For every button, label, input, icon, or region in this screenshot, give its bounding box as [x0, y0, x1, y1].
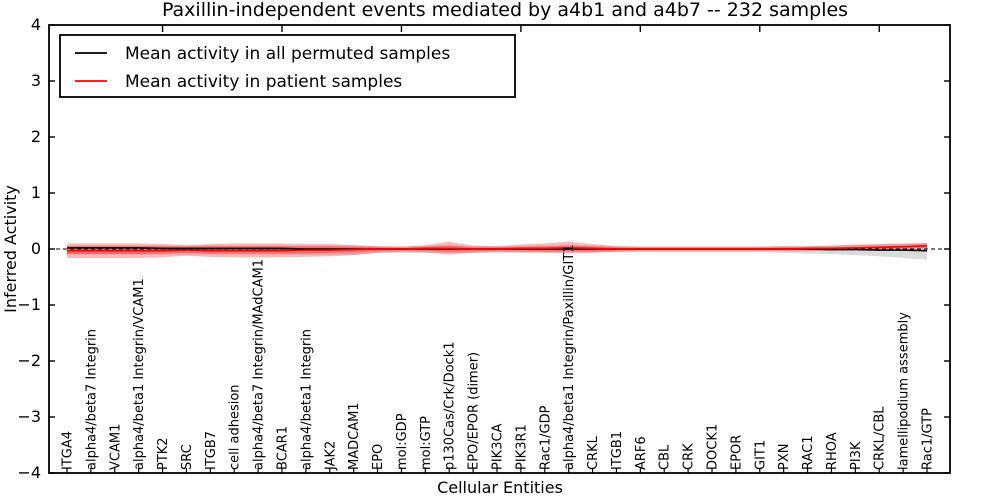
- x-tick-label: PXN: [777, 444, 792, 470]
- plot-area: −4 −3 −2 −1 0 1 2 3 4 ITGA4 alpha4/beta7 Integrin V…: [17, 15, 951, 482]
- x-tick-label: cell adhesion: [228, 384, 243, 470]
- y-tick-label: 4: [31, 15, 41, 34]
- x-tick-label: EPO/EPOR (dimer): [467, 352, 482, 470]
- x-tick-label: Rac1/GDP: [538, 405, 553, 470]
- x-tick-label: CRKL/CBL: [873, 406, 888, 470]
- x-axis-label: Cellular Entities: [437, 478, 563, 497]
- x-tick-label: mol:GTP: [419, 416, 434, 470]
- y-tick-label: 1: [31, 183, 41, 202]
- y-tick-label: −2: [17, 351, 41, 370]
- x-tick-label: Rac1/GTP: [921, 408, 936, 470]
- x-tick-label: alpha4/beta1 Integrin: [299, 329, 314, 470]
- x-tick-label: PI3K: [849, 441, 864, 470]
- x-tick-label: EPOR: [729, 435, 744, 470]
- x-tick-label: alpha4/beta7 Integrin: [84, 329, 99, 470]
- y-tick-label: 2: [31, 127, 41, 146]
- y-tick-label: −3: [17, 407, 41, 426]
- legend-box: [59, 34, 516, 98]
- x-tick-label: ITGB7: [204, 431, 219, 470]
- x-tick-label: ITGB1: [610, 431, 625, 470]
- x-tick-label: BCAR1: [276, 426, 291, 470]
- band-permuted-sample-range: [67, 243, 927, 260]
- y-tick-label: 0: [31, 239, 41, 258]
- y-axis-label: Inferred Activity: [1, 185, 20, 313]
- x-tick-label: ARF6: [634, 436, 649, 470]
- y-tick-label: 3: [31, 71, 41, 90]
- x-tick-label: mol:GDP: [395, 413, 410, 470]
- x-tick-label: VCAM1: [108, 424, 123, 470]
- x-tick-label: EPO: [371, 444, 386, 470]
- x-tick-label: DOCK1: [706, 424, 721, 470]
- x-tick-label: PIK3CA: [491, 423, 506, 470]
- x-tick-label: alpha4/beta1 Integrin/VCAM1: [132, 278, 147, 470]
- x-tick-label: JAK2: [323, 441, 338, 471]
- x-tick-label: RHOA: [825, 432, 840, 470]
- legend-label-permuted: Mean activity in all permuted samples: [125, 44, 450, 64]
- x-tick-label: lamellipodium assembly: [897, 312, 912, 470]
- series-line-patient: [67, 244, 928, 252]
- x-tick-label: p130Cas/Crk/Dock1: [443, 341, 458, 470]
- x-tick-label: RAC1: [801, 435, 816, 470]
- chart-title: Paxillin-independent events mediated by …: [162, 0, 848, 21]
- x-tick-label: MADCAM1: [347, 402, 362, 470]
- y-tick-label: −4: [17, 463, 41, 482]
- x-tick-label: CRKL: [586, 435, 601, 470]
- legend: Mean activity in all permuted samples Me…: [59, 34, 516, 98]
- x-tick-label: CRK: [682, 443, 697, 470]
- x-tick-label: PIK3R1: [514, 424, 529, 470]
- x-tick-label: alpha4/beta7 Integrin/MAdCAM1: [252, 259, 267, 470]
- x-tick-label: GIT1: [753, 440, 768, 470]
- band-patient-sample-range-outer: [67, 241, 927, 258]
- x-tick-label: alpha4/beta1 Integrin/Paxillin/GIT1: [562, 244, 577, 470]
- x-tick-label: CBL: [658, 444, 673, 470]
- legend-label-patient: Mean activity in patient samples: [125, 72, 402, 92]
- x-tick-label: SRC: [180, 444, 195, 470]
- y-tick-label: −1: [17, 295, 41, 314]
- x-tick-label: PTK2: [156, 437, 171, 470]
- x-tick-label: ITGA4: [61, 431, 76, 470]
